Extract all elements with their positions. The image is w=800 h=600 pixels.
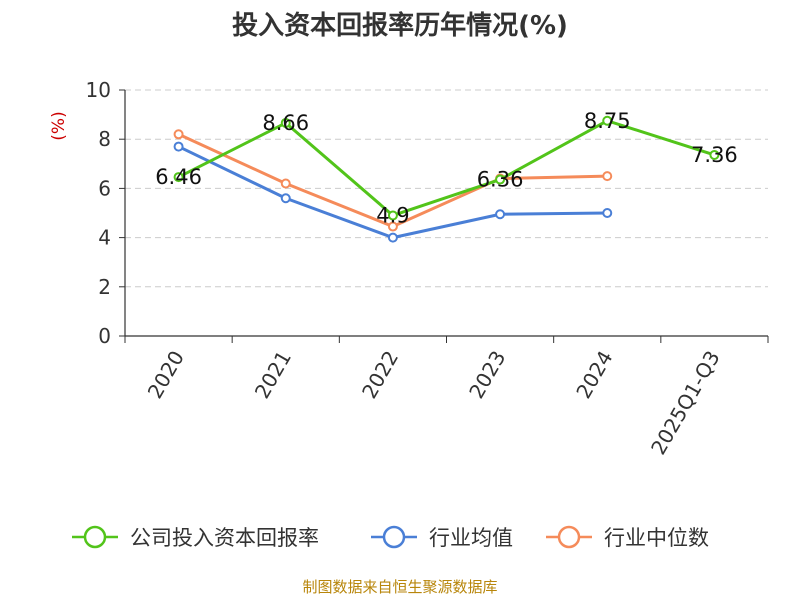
data-point	[602, 208, 613, 218]
x-tick-label: 2020	[143, 347, 189, 403]
y-tick-label: 10	[86, 78, 111, 102]
legend: 公司投入资本回报率 行业均值 行业中位数	[72, 525, 709, 550]
data-point	[387, 210, 398, 221]
legend-item-0: 公司投入资本回报率	[72, 525, 319, 550]
data-point	[280, 117, 291, 128]
x-tick-label: 2023	[464, 347, 510, 403]
data-point	[709, 149, 720, 160]
data-label: 8.75	[584, 109, 631, 133]
series-1	[173, 141, 613, 243]
series-layer: 6.46 8.66 4.9 6.36 8.75 7.36	[155, 109, 738, 243]
series-line	[177, 119, 715, 217]
data-point	[280, 193, 291, 204]
data-label: 7.36	[691, 143, 738, 167]
legend-marker	[382, 525, 406, 549]
legend-label: 行业中位数	[604, 526, 709, 550]
legend-item-1: 行业均值	[371, 525, 513, 550]
legend-marker	[83, 525, 107, 549]
x-tick-label: 2024	[571, 347, 617, 403]
data-point	[173, 141, 184, 152]
data-label: 6.36	[477, 168, 524, 192]
y-tick-label: 8	[98, 127, 111, 151]
data-point	[495, 174, 506, 185]
legend-item-2: 行业中位数	[546, 525, 709, 550]
y-tick-label: 0	[98, 324, 111, 348]
chart-title: 投入资本回报率历年情况(%)	[232, 10, 568, 41]
data-point	[173, 172, 184, 183]
data-label: 6.46	[155, 165, 202, 189]
x-tick-label: 2021	[250, 347, 296, 403]
data-point	[602, 115, 613, 126]
data-point	[387, 232, 398, 243]
y-tick-label: 2	[98, 275, 111, 299]
y-tick-label: 6	[98, 176, 111, 200]
y-axis-unit: (%)	[49, 111, 69, 140]
gridlines	[125, 89, 768, 288]
x-tick-label: 2025Q1-Q3	[646, 347, 725, 459]
data-point	[280, 178, 291, 189]
data-label: 4.9	[376, 203, 409, 227]
legend-label: 公司投入资本回报率	[130, 526, 319, 550]
y-tick-label: 4	[98, 226, 111, 250]
legend-label: 行业均值	[429, 526, 513, 550]
data-point	[173, 129, 184, 140]
legend-marker	[557, 525, 581, 549]
data-label: 8.66	[262, 111, 309, 135]
series-0	[173, 115, 720, 221]
data-point	[495, 209, 506, 220]
x-tick-label: 2022	[357, 347, 403, 403]
axes: 0 2 4 6 8 10 2020 2021 2022 2023 2024 2025Q1-Q3	[86, 78, 769, 459]
data-point	[602, 171, 613, 182]
data-point	[387, 221, 398, 232]
source-note: 制图数据来自恒生聚源数据库	[302, 578, 497, 596]
